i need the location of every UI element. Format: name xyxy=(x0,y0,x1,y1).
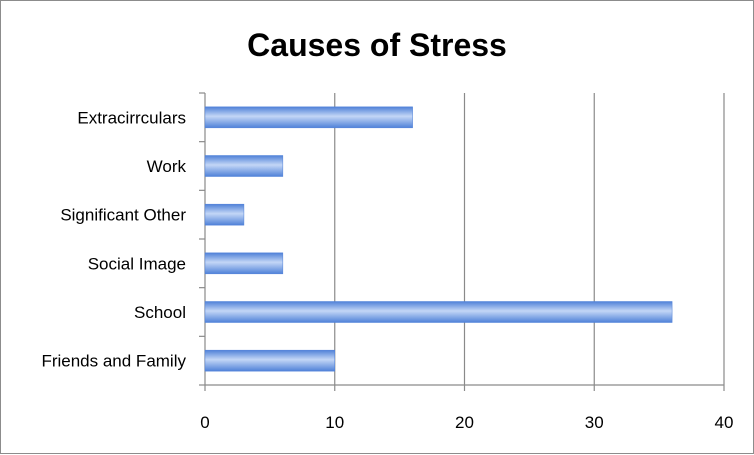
chart-title: Causes of Stress xyxy=(247,27,507,63)
x-tick-label: 40 xyxy=(715,413,734,432)
bar-extracirrculars xyxy=(204,106,413,129)
x-tick-label: 0 xyxy=(200,413,209,432)
grid-lines xyxy=(334,93,725,385)
category-label: Work xyxy=(147,157,187,176)
category-label: Extracirrculars xyxy=(77,108,186,127)
bar-social-image xyxy=(204,252,284,275)
axes xyxy=(199,92,725,391)
bar-friends-and-family xyxy=(204,349,335,372)
x-tick-label: 10 xyxy=(325,413,344,432)
category-label: Social Image xyxy=(88,254,186,273)
bar-work xyxy=(204,155,284,177)
category-label: School xyxy=(134,303,186,322)
bar-school xyxy=(204,301,673,323)
category-label: Friends and Family xyxy=(41,352,186,371)
x-tick-label: 20 xyxy=(455,413,474,432)
bars xyxy=(204,106,673,372)
axis-labels: 0 10 20 30 40 Friends and Family School Social … xyxy=(41,108,733,432)
category-label: Significant Other xyxy=(60,206,186,225)
x-tick-label: 30 xyxy=(585,413,604,432)
bar-significant-other xyxy=(204,203,245,226)
